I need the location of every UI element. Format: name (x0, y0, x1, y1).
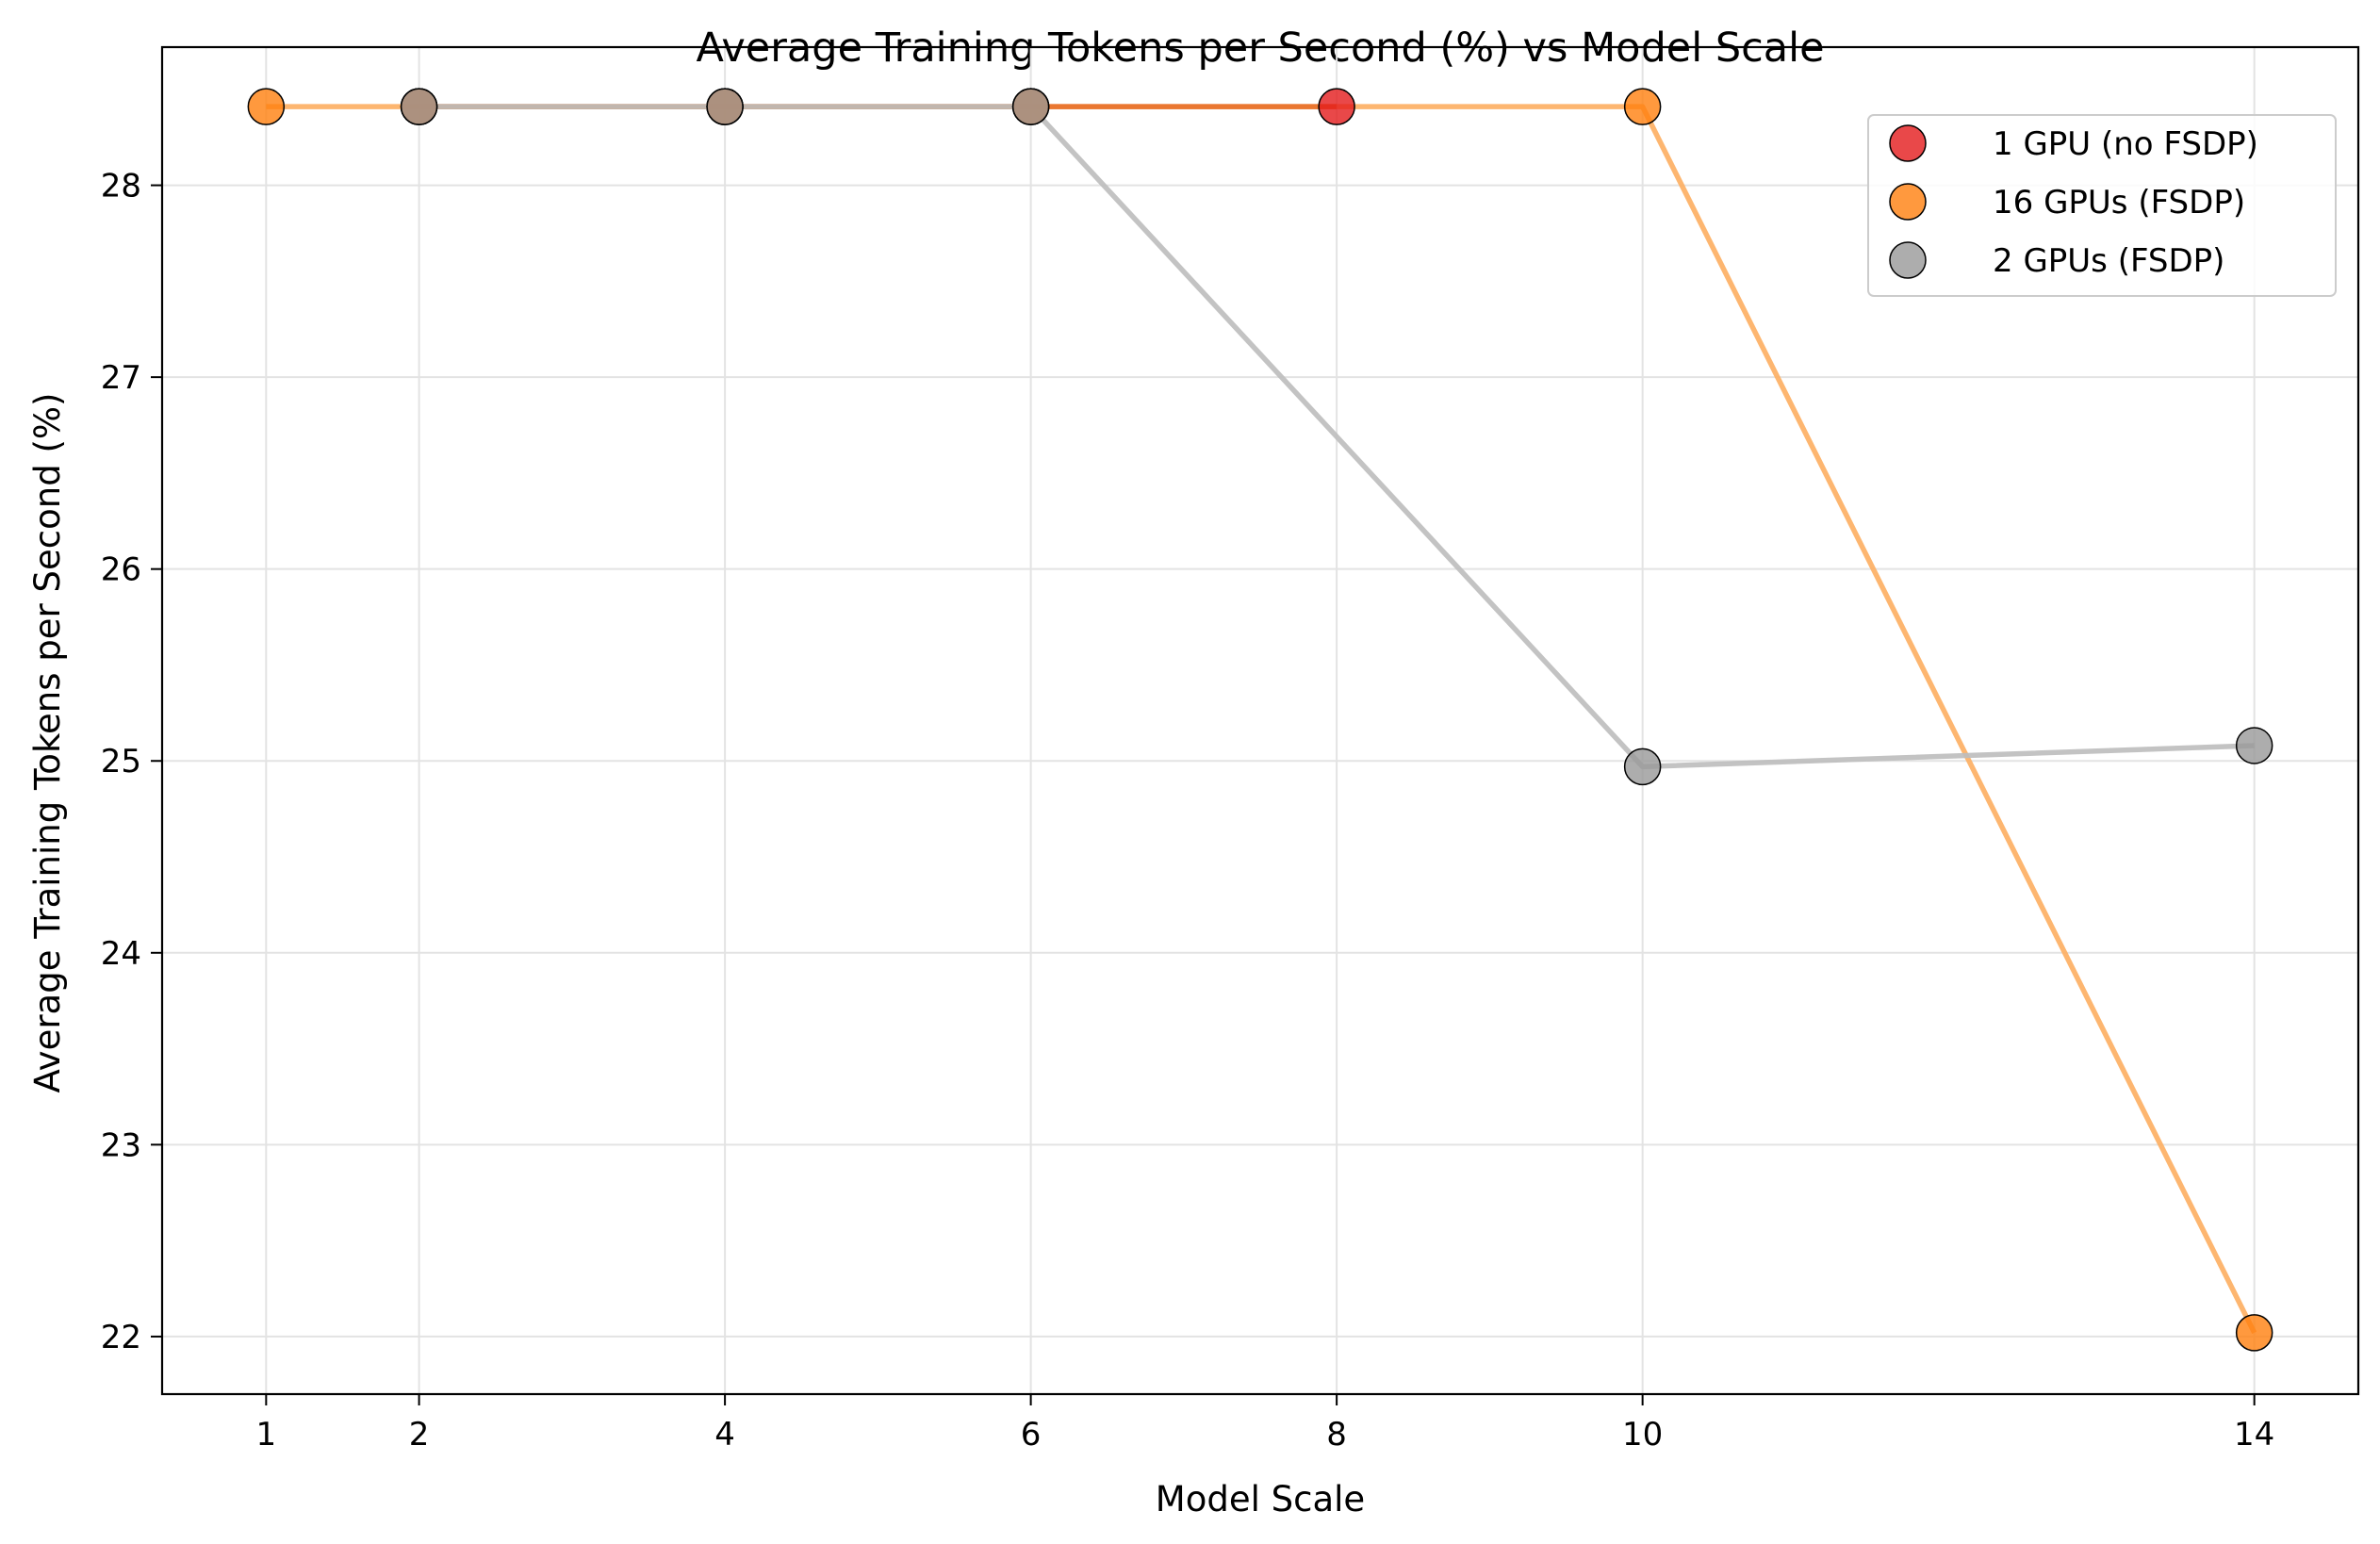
y-axis-label: Average Training Tokens per Second (%) (27, 393, 68, 1093)
x-axis: 1 2 4 6 8 10 14 (256, 1394, 2274, 1454)
y-tick-label: 25 (101, 743, 141, 780)
y-tick-label: 22 (101, 1319, 141, 1356)
grid (162, 47, 2358, 1394)
x-tick-label: 2 (409, 1416, 430, 1454)
y-tick-label: 27 (101, 359, 141, 397)
y-tick-label: 23 (101, 1126, 141, 1164)
legend-label: 16 GPUs (FSDP) (1993, 184, 2245, 222)
data-point (2235, 1314, 2273, 1352)
legend-box (1867, 114, 2337, 297)
legend-label: 2 GPUs (FSDP) (1993, 242, 2224, 280)
plot-frame (160, 45, 2360, 1396)
series-points (247, 88, 2273, 1352)
data-point (2235, 727, 2273, 764)
legend-marker (1889, 124, 1927, 162)
x-tick-label: 14 (2234, 1416, 2274, 1454)
x-tick-label: 4 (714, 1416, 735, 1454)
x-tick-label: 10 (1622, 1416, 1663, 1454)
data-point (1623, 747, 1662, 786)
data-point (1623, 88, 1662, 125)
y-tick-label: 24 (101, 935, 141, 973)
legend-label: 1 GPU (no FSDP) (1993, 125, 2258, 163)
x-axis-label: Model Scale (1156, 1479, 1365, 1519)
x-tick-label: 8 (1326, 1416, 1347, 1454)
y-tick-label: 28 (101, 168, 141, 205)
legend-marker (1889, 183, 1927, 221)
data-point (400, 88, 438, 125)
y-axis: 22 23 24 25 26 27 28 (101, 168, 162, 1356)
data-point (706, 88, 744, 125)
x-tick-label: 1 (256, 1416, 277, 1454)
data-point (247, 88, 286, 125)
data-point (1011, 88, 1050, 125)
y-tick-label: 26 (101, 551, 141, 589)
data-point (1318, 88, 1355, 125)
x-tick-label: 6 (1021, 1416, 1042, 1454)
legend: 1 GPU (no FSDP) 16 GPUs (FSDP) 2 GPUs (FSD… (1867, 114, 2337, 297)
legend-marker (1889, 241, 1927, 279)
